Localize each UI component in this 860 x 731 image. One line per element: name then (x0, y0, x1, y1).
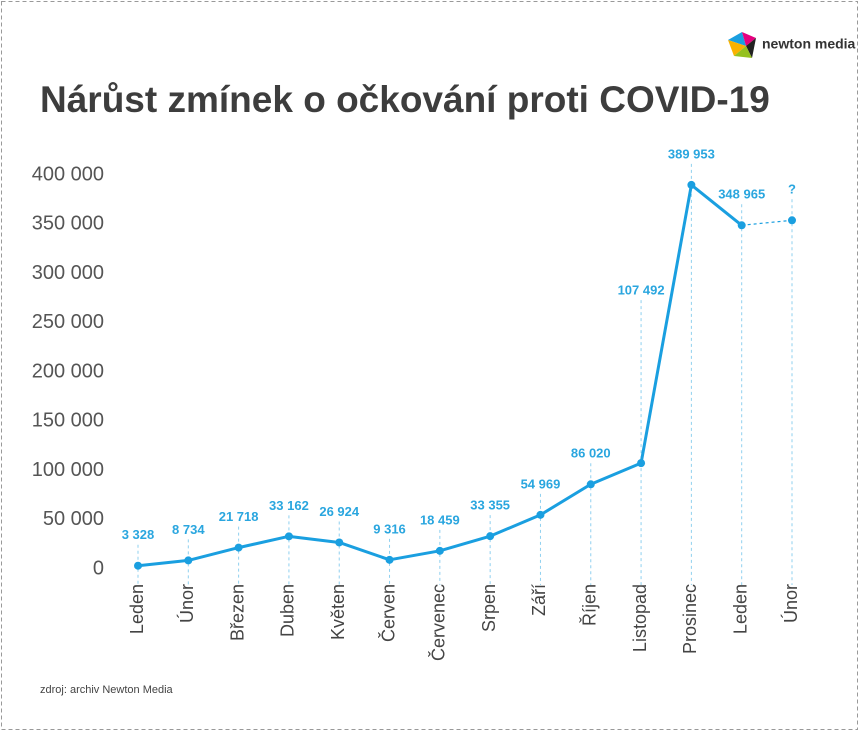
y-tick-label: 150 000 (32, 410, 104, 432)
x-tick-label: Leden (127, 584, 147, 634)
value-label: 389 953 (668, 146, 715, 161)
y-tick-label: 300 000 (32, 262, 104, 284)
x-tick-label: Září (529, 584, 549, 616)
y-tick-label: 100 000 (32, 459, 104, 481)
y-tick-label: 250 000 (32, 311, 104, 333)
y-tick-label: 0 (93, 557, 104, 579)
value-label: 21 718 (219, 509, 259, 524)
x-tick-label: Prosinec (680, 584, 700, 654)
data-point (284, 532, 293, 541)
source: zdroj: archiv Newton Media (40, 684, 174, 696)
x-tick-label: Únor (780, 584, 801, 623)
x-tick-label: Únor (176, 584, 197, 623)
x-tick-label: Srpen (479, 584, 499, 632)
value-label: 348 965 (718, 187, 765, 202)
value-label: 3 328 (122, 527, 155, 542)
x-tick-label: Březen (227, 584, 247, 641)
data-point (737, 221, 746, 230)
x-tick-label: Červenec (428, 584, 449, 661)
y-tick-label: 200 000 (32, 360, 104, 382)
x-tick-label: Květen (328, 584, 348, 640)
data-point (687, 180, 696, 189)
value-label: 107 492 (618, 283, 665, 298)
data-point (637, 459, 646, 468)
value-label: ? (788, 182, 796, 197)
value-label: 33 355 (470, 498, 510, 513)
data-point (184, 556, 193, 565)
value-label: 86 020 (571, 446, 611, 461)
data-point (134, 561, 142, 570)
logo: newton media (762, 36, 856, 52)
value-label: 8 734 (172, 522, 205, 537)
data-point (234, 543, 243, 552)
data-point (486, 532, 495, 541)
y-tick-label: 50 000 (43, 508, 104, 530)
value-label: 26 924 (319, 504, 360, 519)
value-label: 18 459 (420, 512, 460, 527)
x-tick-label: Duben (278, 584, 298, 637)
data-point (788, 216, 796, 225)
y-tick-label: 350 000 (32, 213, 104, 235)
data-point (435, 546, 444, 555)
value-label: 9 316 (373, 521, 406, 536)
x-tick-label: Listopad (630, 584, 650, 652)
chart-title: Nárůst zmínek o očkování proti COVID-19 (40, 79, 770, 120)
data-point (335, 538, 344, 547)
value-label: 33 162 (269, 498, 309, 513)
projected-line (741, 219, 793, 226)
x-tick-label: Červen (377, 584, 398, 642)
data-point (586, 480, 595, 489)
data-point (536, 510, 545, 519)
data-point (385, 555, 394, 564)
x-tick-label: Leden (730, 584, 750, 634)
logo-icon (728, 32, 756, 58)
y-tick-label: 400 000 (32, 163, 104, 185)
value-label: 54 969 (521, 476, 561, 491)
x-tick-label: Říjen (580, 584, 600, 626)
